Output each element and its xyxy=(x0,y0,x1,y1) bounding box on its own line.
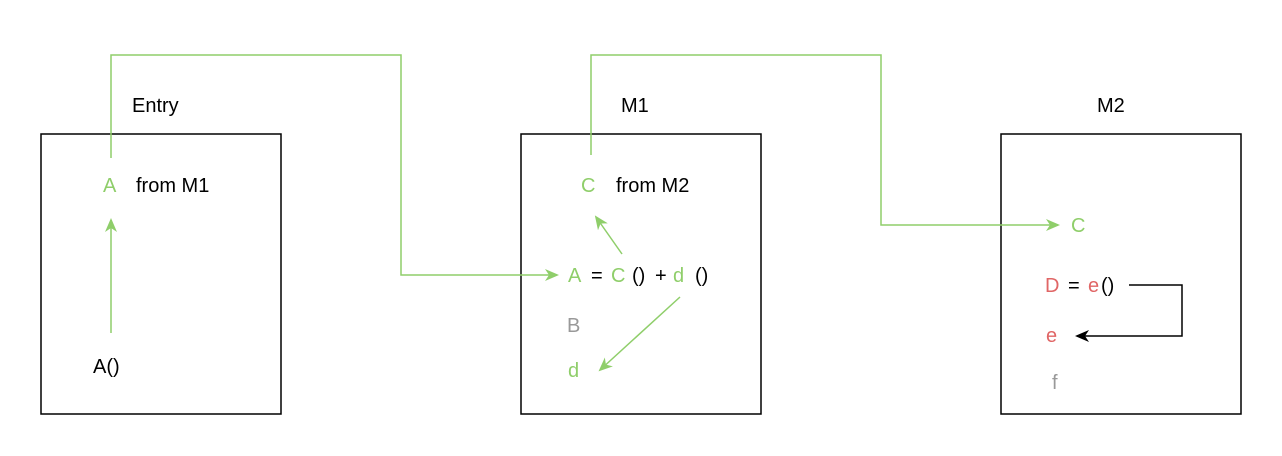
m2-module-title: M2 xyxy=(1097,95,1125,117)
m2-equals: = xyxy=(1068,275,1080,297)
m2-local-e: e xyxy=(1046,325,1057,347)
m1-unused-b: B xyxy=(567,315,580,337)
m1-equals: = xyxy=(591,265,603,287)
m1-assign-target: A xyxy=(568,265,582,287)
m1-to-m2-import-connector xyxy=(590,54,1060,231)
m1-parens-c: () xyxy=(632,265,645,287)
m2-export-c: C xyxy=(1071,215,1085,237)
m1-module-box xyxy=(520,133,762,415)
m2-module-box xyxy=(1000,133,1242,415)
m1-module-title: M1 xyxy=(621,95,649,117)
m1-call-d: d xyxy=(673,265,684,287)
m1-local-d: d xyxy=(568,360,579,382)
entry-module-title: Entry xyxy=(132,95,179,117)
m1-call-d-to-local-arrow xyxy=(598,296,681,372)
m1-import-name: C xyxy=(581,175,595,197)
m1-call-c: C xyxy=(611,265,625,287)
m1-call-c-to-import-arrow xyxy=(594,215,623,255)
m2-call-e: e xyxy=(1088,275,1099,297)
m1-parens-d: () xyxy=(695,265,708,287)
entry-to-m1-import-connector xyxy=(110,54,559,281)
m2-assign-target: D xyxy=(1045,275,1059,297)
entry-module-box xyxy=(40,133,282,415)
m2-call-e-to-local-arrow xyxy=(1075,284,1183,342)
entry-import-from: from M1 xyxy=(136,175,209,197)
entry-call: A() xyxy=(93,356,120,378)
m1-import-from: from M2 xyxy=(616,175,689,197)
m1-plus: + xyxy=(655,265,667,287)
m2-parens-e: () xyxy=(1101,275,1114,297)
m2-unused-f: f xyxy=(1052,372,1058,394)
entry-import-name: A xyxy=(103,175,117,197)
